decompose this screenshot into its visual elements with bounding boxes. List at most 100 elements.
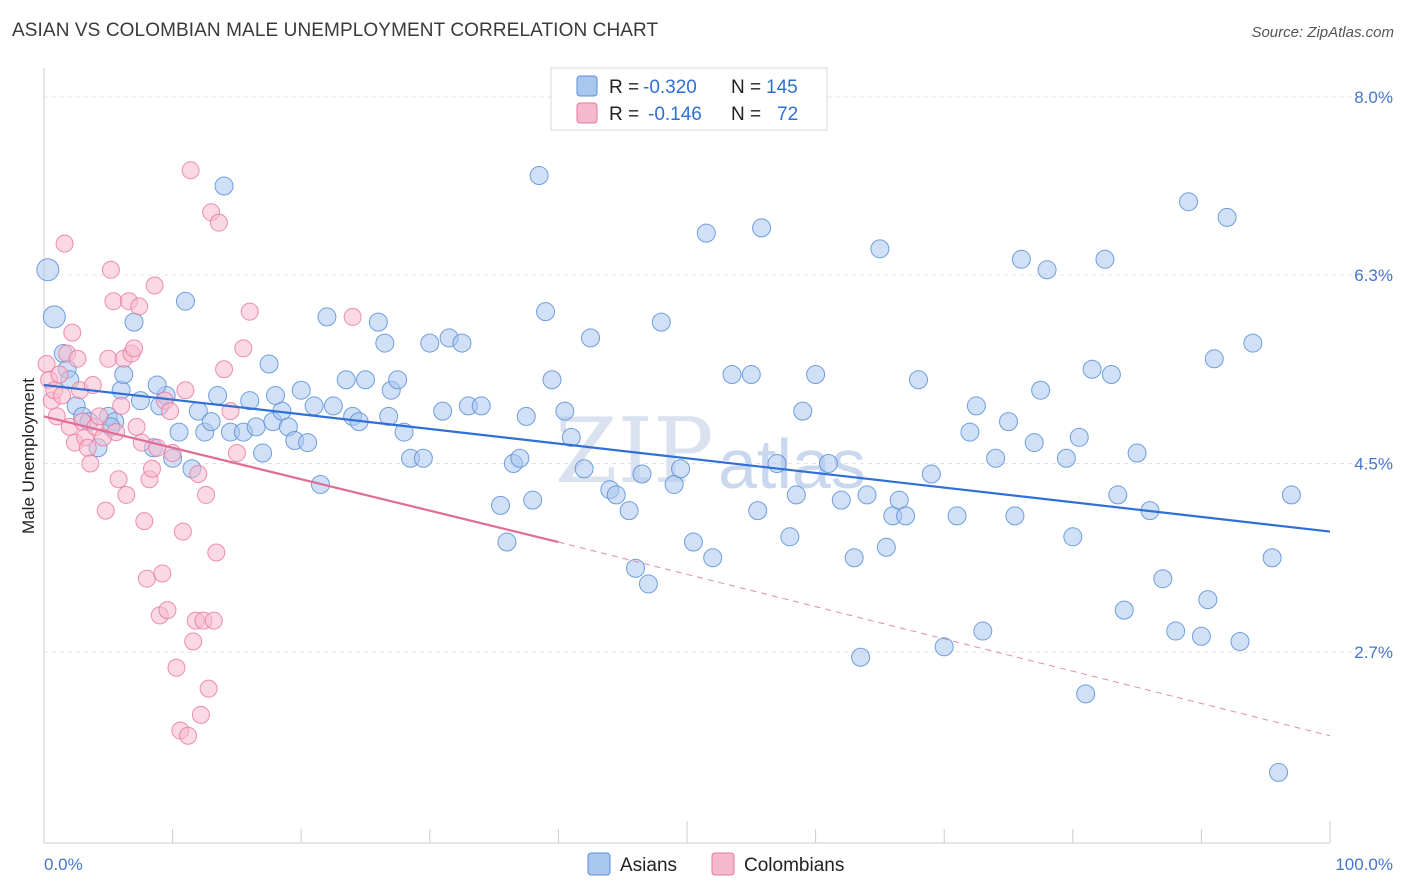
asian-point-131 [1191,626,1211,646]
asian-point-28 [240,391,260,411]
asian-point-111 [999,412,1018,432]
colombian-point-35 [130,297,149,316]
series-colombians [37,161,362,745]
colombian-point-54 [181,161,200,180]
asian-point-70 [574,459,594,479]
asian-point-20 [175,291,195,311]
asian-point-49 [388,370,408,390]
asian-point-137 [1262,548,1282,568]
asian-point-86 [748,501,768,521]
asian-point-134 [1217,207,1237,227]
asian-point-77 [638,574,658,594]
asian-point-120 [1076,684,1096,704]
asian-point-78 [651,312,671,332]
asian-point-123 [1101,365,1121,384]
chart-title: ASIAN VS COLOMBIAN MALE UNEMPLOYMENT COR… [12,20,659,41]
asian-point-132 [1198,590,1218,610]
asian-point-0 [36,258,60,282]
legend-r-label-asians: R = [609,77,639,98]
asian-point-1 [42,305,66,329]
asian-point-103 [908,370,928,390]
series-asians [36,166,1301,782]
colombian-point-68 [227,444,246,463]
colombian-point-61 [199,679,218,698]
asian-point-69 [561,427,581,447]
colombian-point-64 [207,543,226,562]
asian-point-144 [379,406,399,426]
asian-point-75 [626,558,646,578]
asian-point-31 [259,354,279,374]
colombian-point-22 [96,501,115,520]
colombian-point-6 [53,386,72,405]
asian-point-119 [1069,427,1089,447]
legend-swatch-asians [576,75,598,97]
colombian-point-10 [63,323,82,342]
asian-point-141 [147,375,167,395]
colombian-point-41 [145,276,164,295]
asian-point-11 [111,380,131,400]
colombian-point-51 [173,522,192,541]
colombian-point-63 [204,611,223,630]
asian-point-24 [208,385,228,405]
legend-r-label-colombians: R = [609,104,639,125]
asian-point-74 [619,501,639,521]
asian-point-85 [741,365,761,384]
series-legend: Asians Colombians [587,852,844,876]
asian-point-30 [253,443,273,463]
asian-point-142 [201,412,221,432]
asian-point-121 [1082,359,1102,379]
asian-point-94 [831,490,851,510]
y-axis-label: Male Unemployment [19,378,38,534]
asian-point-115 [1031,380,1051,400]
trend-lines [43,383,1331,737]
asian-point-36 [291,380,311,400]
legend-n-value-asians: 145 [766,77,798,98]
asian-point-106 [947,506,967,526]
asian-point-91 [793,401,813,421]
asian-point-92 [806,365,826,384]
asian-point-108 [966,396,986,416]
legend-n-value-colombians: 72 [777,104,798,125]
colombian-point-20 [90,407,109,426]
asian-point-117 [1056,448,1076,468]
asian-point-107 [960,422,980,442]
asian-point-40 [317,307,337,327]
asian-point-99 [876,537,896,557]
asian-point-63 [516,406,536,426]
colombian-point-23 [99,349,118,368]
asian-point-109 [973,621,993,641]
axes [43,68,1331,844]
asian-point-112 [1005,506,1025,526]
y-tick-label-1: 6.3% [1354,266,1393,285]
colombian-point-55 [184,632,203,651]
asian-point-54 [433,401,453,421]
x-tick-label-left: 0.0% [44,855,83,874]
asian-point-102 [896,506,916,526]
asian-point-129 [1166,621,1186,641]
asian-point-82 [696,223,716,243]
asian-point-98 [870,239,890,259]
colombian-point-47 [161,402,180,421]
asian-point-60 [497,532,517,552]
y-tick-label-3: 2.7% [1354,643,1393,662]
colombian-point-16 [78,438,97,457]
asian-point-130 [1179,192,1199,212]
legend-r-value-asians: -0.320 [643,77,697,98]
colombian-point-38 [137,569,156,588]
bottom-legend-swatch-asians [587,852,611,876]
asian-point-29 [246,417,266,437]
colombian-point-5 [50,365,69,384]
asian-point-93 [818,454,838,474]
asian-point-64 [523,490,543,510]
colombian-point-33 [125,339,144,358]
colombian-point-27 [109,470,128,489]
asian-point-125 [1114,600,1134,620]
asian-point-13 [124,312,144,332]
asian-point-66 [536,302,556,322]
colombian-point-34 [127,417,146,436]
colombian-point-69 [234,339,253,358]
bottom-legend-colombians: Colombians [744,855,844,876]
colombian-point-52 [176,381,195,400]
colombian-point-46 [158,601,177,620]
colombian-point-57 [189,464,208,483]
